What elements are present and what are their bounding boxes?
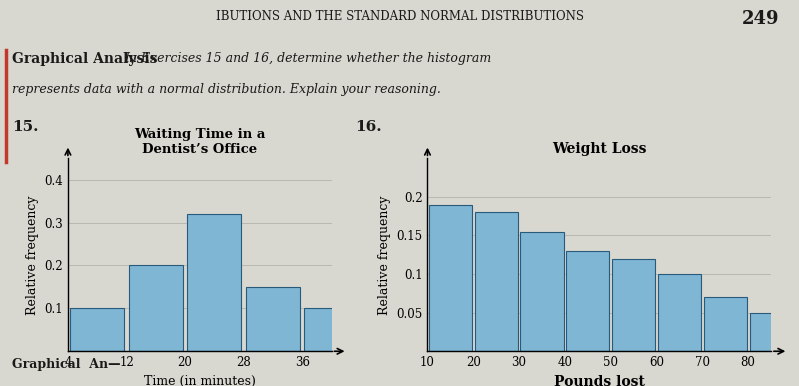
Text: In Exercises 15 and 16, determine whether the histogram: In Exercises 15 and 16, determine whethe… <box>124 52 491 65</box>
Text: 15.: 15. <box>12 120 38 134</box>
Text: represents data with a normal distribution. Explain your reasoning.: represents data with a normal distributi… <box>12 83 441 96</box>
X-axis label: Time (in minutes): Time (in minutes) <box>144 375 256 386</box>
Bar <box>612 259 655 351</box>
Bar <box>429 205 472 351</box>
Bar <box>658 274 701 351</box>
Bar <box>475 212 518 351</box>
Bar <box>129 266 183 351</box>
X-axis label: Pounds lost: Pounds lost <box>554 375 645 386</box>
Text: Graphical  An—: Graphical An— <box>12 357 121 371</box>
Bar <box>704 297 747 351</box>
Bar <box>566 251 610 351</box>
Title: Weight Loss: Weight Loss <box>552 142 646 156</box>
Bar <box>520 232 563 351</box>
Bar <box>187 214 241 351</box>
Y-axis label: Relative frequency: Relative frequency <box>26 195 38 315</box>
Y-axis label: Relative frequency: Relative frequency <box>378 195 391 315</box>
Bar <box>70 308 125 351</box>
Text: 16.: 16. <box>356 120 382 134</box>
Text: Graphical Analysis: Graphical Analysis <box>12 52 157 66</box>
Title: Waiting Time in a
Dentist’s Office: Waiting Time in a Dentist’s Office <box>134 128 265 156</box>
Text: IBUTIONS AND THE STANDARD NORMAL DISTRIBUTIONS: IBUTIONS AND THE STANDARD NORMAL DISTRIB… <box>216 10 583 23</box>
Bar <box>304 308 359 351</box>
Bar <box>749 313 793 351</box>
Text: 249: 249 <box>741 10 779 28</box>
Bar <box>246 287 300 351</box>
